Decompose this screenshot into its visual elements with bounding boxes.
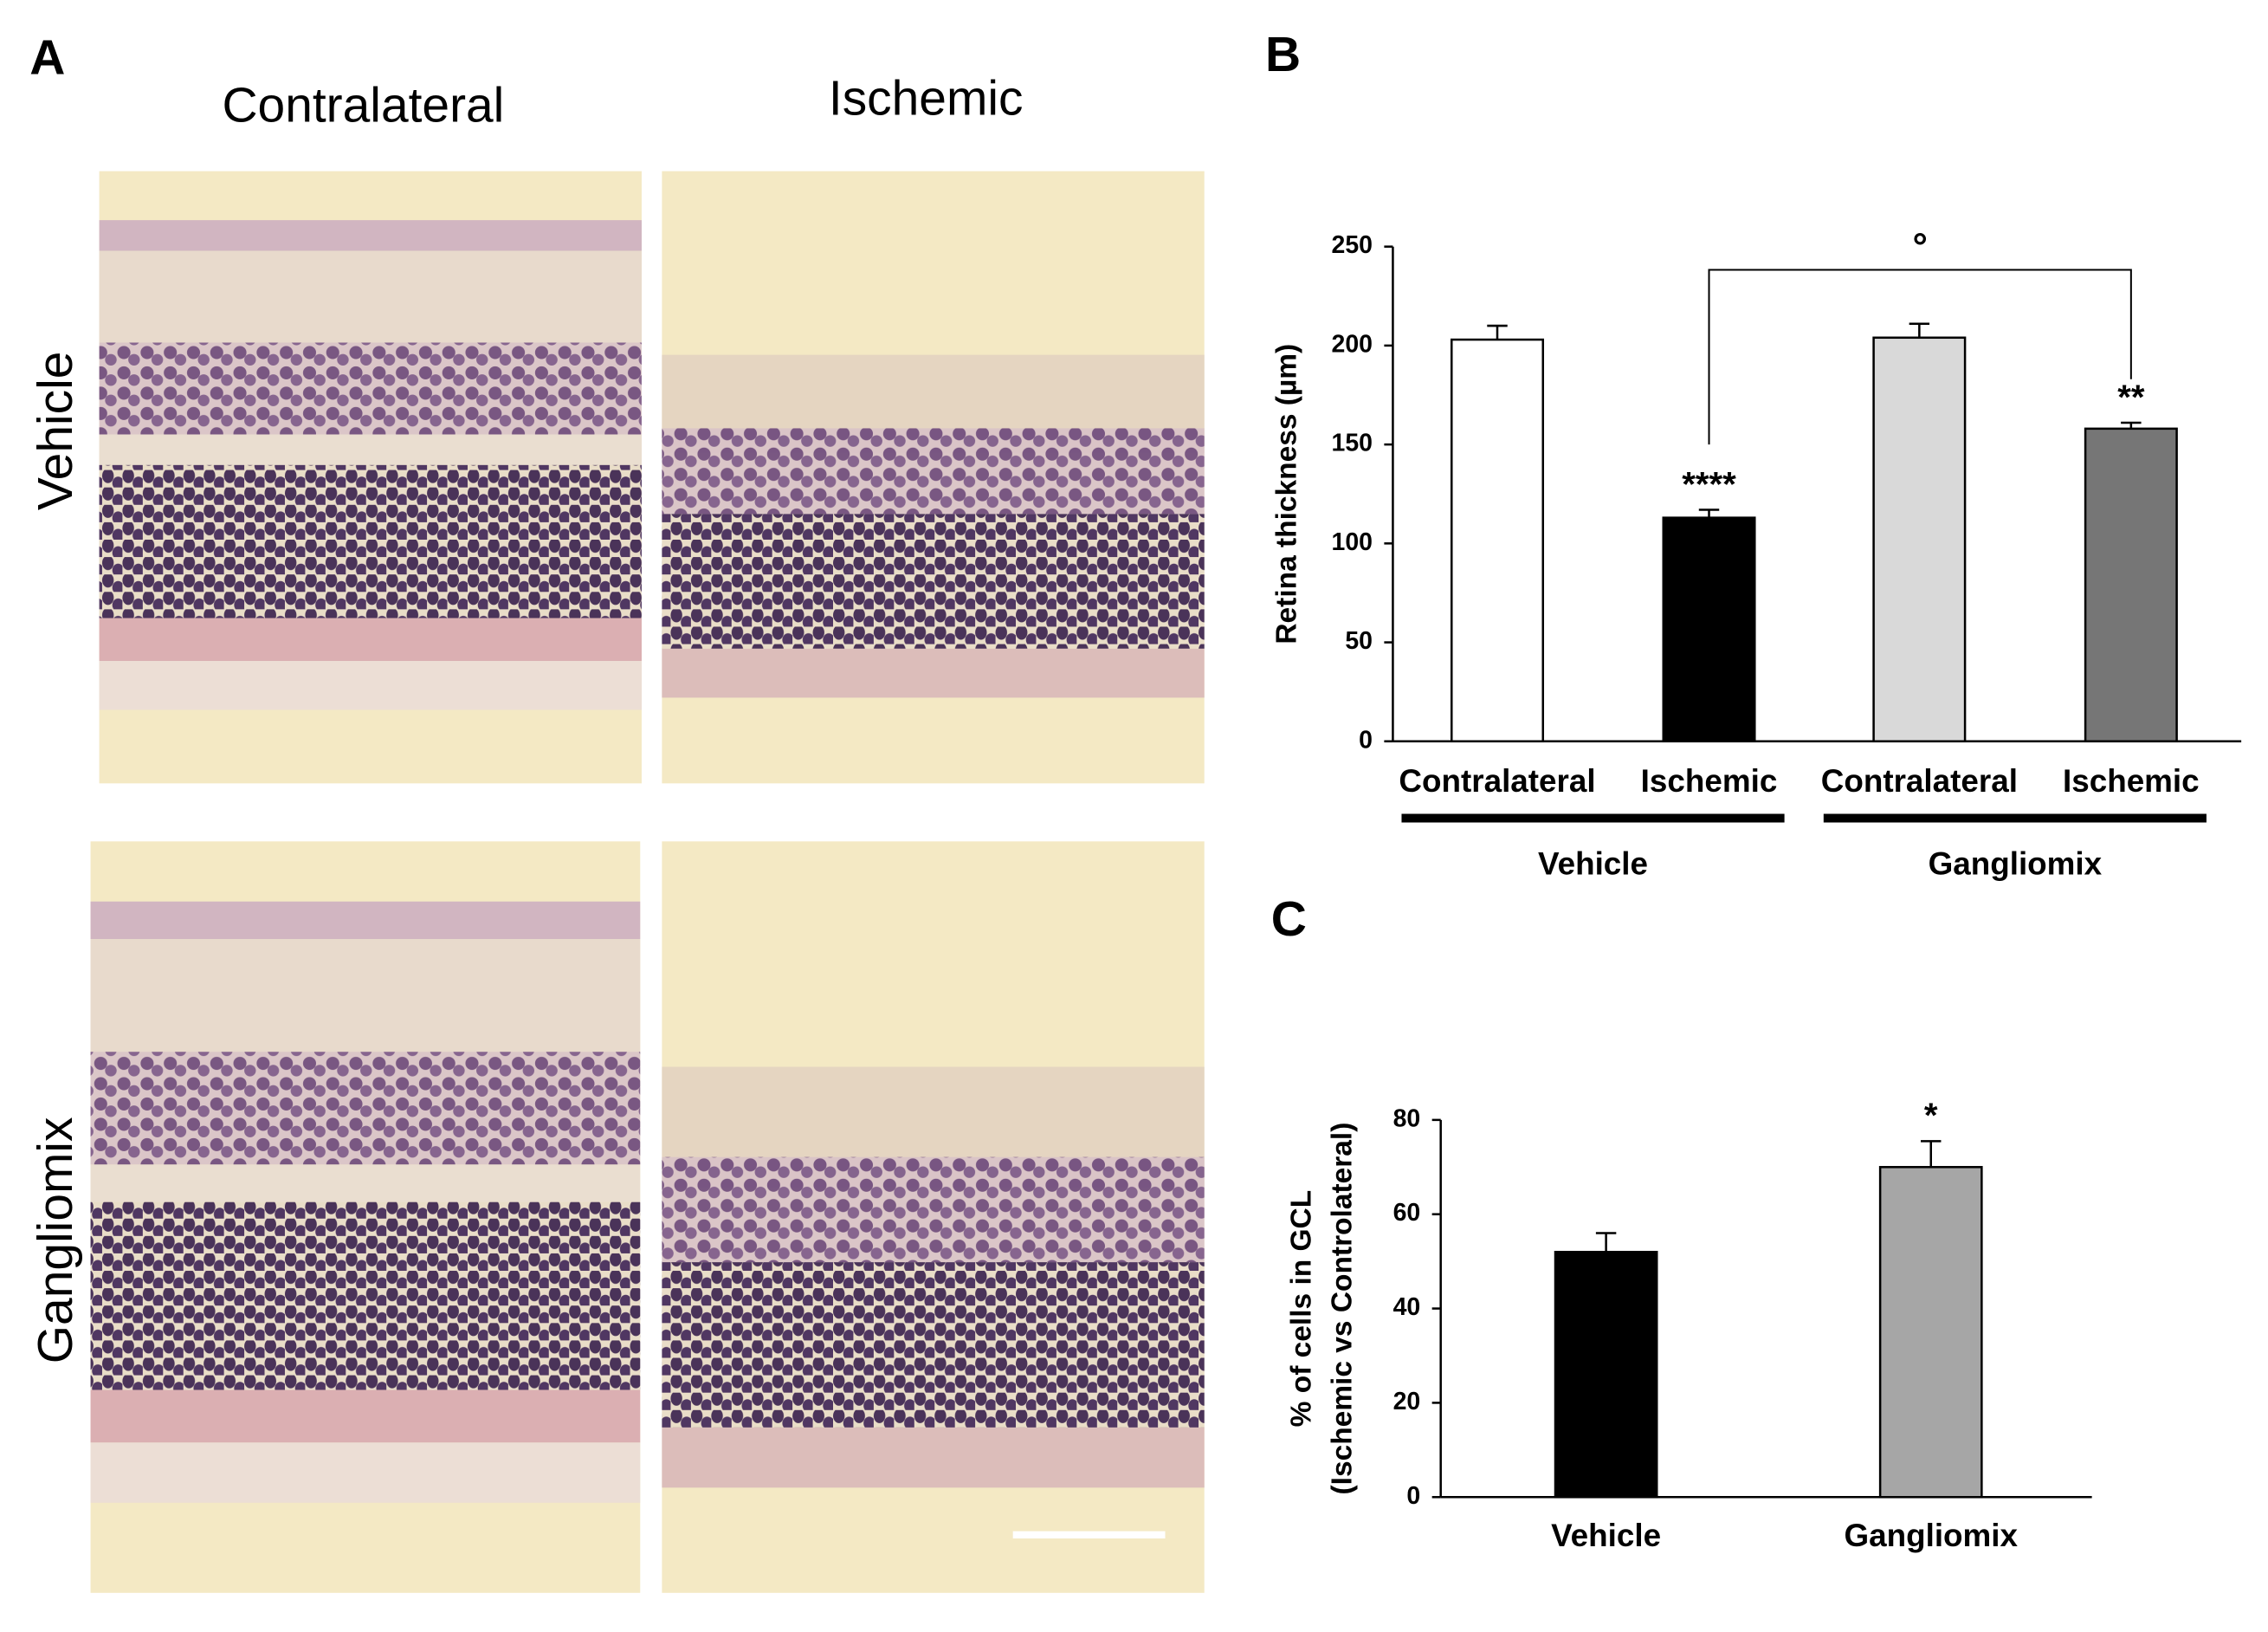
bar (1878, 1166, 1983, 1499)
significance: ** (2117, 378, 2145, 417)
y-axis-title: % of cells in GCL (1285, 1190, 1317, 1428)
tissue-layer (662, 648, 1205, 698)
y-tick-label: 20 (1393, 1388, 1421, 1415)
tissue-layer (662, 514, 1205, 649)
x-tick-label: Vehicle (1551, 1518, 1661, 1553)
panel-label: C (1271, 891, 1307, 947)
tissue-layer (99, 464, 642, 618)
tissue-layer (90, 1442, 641, 1503)
x-tick-label: Gangliomix (1844, 1518, 2018, 1553)
row-label: Vehicle (28, 352, 83, 511)
group-label: Gangliomix (1929, 846, 2103, 882)
row-label: Gangliomix (28, 1117, 83, 1363)
x-tick-label: Ischemic (1641, 763, 1778, 799)
significance: * (1924, 1096, 1938, 1135)
bracket (1708, 269, 2132, 445)
bar (1451, 338, 1545, 743)
tissue-layer (90, 1389, 641, 1443)
significance: **** (1682, 464, 1736, 503)
column-label: Contralateral (222, 78, 504, 133)
tissue-layer (99, 434, 642, 465)
tissue-layer (99, 250, 642, 343)
bar (1554, 1250, 1658, 1499)
y-tick-label: 80 (1393, 1104, 1421, 1132)
tissue-layer (662, 1262, 1205, 1428)
y-tick-label: 100 (1332, 528, 1373, 556)
tissue-layer (90, 1201, 641, 1390)
x-tick-label: Ischemic (2063, 763, 2200, 799)
tissue-layer (99, 660, 642, 710)
y-tick-label: 250 (1332, 231, 1373, 259)
micrographs (90, 171, 1205, 1593)
group-label: Vehicle (1538, 846, 1648, 882)
tissue-layer (662, 428, 1205, 515)
bar (1662, 516, 1756, 743)
tissue-layer (90, 939, 641, 1052)
y-tick-label: 40 (1393, 1293, 1421, 1321)
panel-label: A (29, 29, 65, 85)
x-tick-label: Contralateral (1821, 763, 2018, 799)
bracket-label: ° (1912, 227, 1927, 269)
column-label: Ischemic (829, 70, 1024, 126)
tissue-layer (662, 1427, 1205, 1488)
y-tick-label: 60 (1393, 1199, 1421, 1227)
y-axis-title: Retina thickness (µm) (1271, 344, 1303, 644)
y-tick-label: 150 (1332, 430, 1373, 457)
y-tick-label: 0 (1406, 1482, 1420, 1510)
bar (1872, 336, 1967, 743)
bar (2084, 427, 2178, 743)
y-tick-label: 50 (1345, 627, 1373, 655)
y-tick-label: 200 (1332, 330, 1373, 358)
tissue-layer (99, 220, 642, 251)
tissue-layer (662, 1156, 1205, 1263)
y-axis-title: (Ischemic vs Controlateral) (1326, 1123, 1358, 1495)
tissue-layer (99, 618, 642, 661)
tissue-layer (90, 1164, 641, 1202)
tissue-layer (90, 1052, 641, 1165)
y-tick-label: 0 (1359, 726, 1373, 754)
tissue-layer (99, 342, 642, 435)
x-tick-label: Contralateral (1399, 763, 1595, 799)
tissue-layer (90, 901, 641, 940)
panel-label: B (1265, 27, 1301, 82)
